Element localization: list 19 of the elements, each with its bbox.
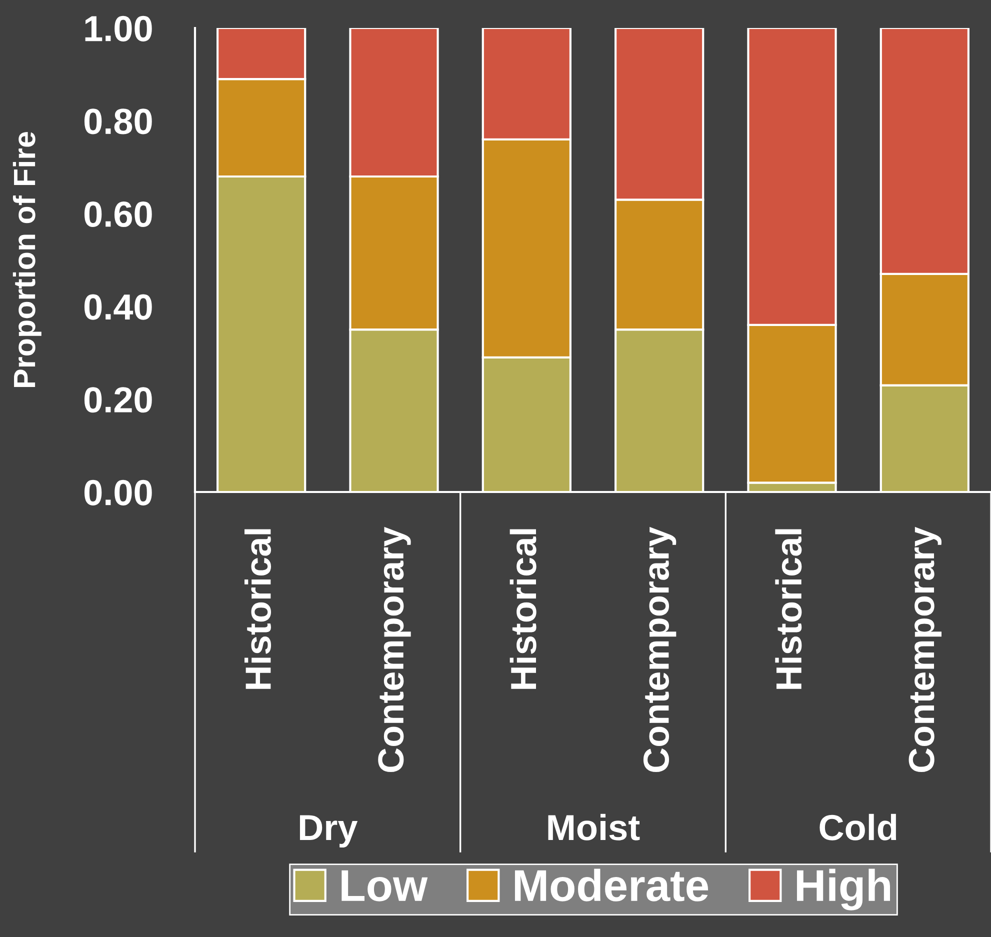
text: Dry [300,815,358,848]
x-tick-label: Historical [775,529,802,689]
x-tick-label: Contemporary [908,526,942,772]
x-tick-label: Historical [244,529,272,689]
x-tick-label: Contemporary [643,526,676,772]
text: Cold [820,814,896,840]
y-tick-label: 0.20 [84,387,152,413]
x-tick-label: Contemporary [378,526,411,772]
legend-label: Moderate [514,868,708,902]
x-tick-label: Historical [510,529,536,689]
legend-label: Low [342,870,428,902]
y-tick-label: 0.40 [84,294,152,320]
y-tick-label: 1.00 [85,16,152,42]
y-tick-label: 0.80 [84,108,152,134]
y-tick-label: 0.60 [84,201,152,228]
y-tick-label: 0.00 [84,480,152,506]
text: Moist [548,814,640,840]
y-axis-title: Proportion of Fire [12,132,42,387]
legend-label: High [796,868,890,910]
